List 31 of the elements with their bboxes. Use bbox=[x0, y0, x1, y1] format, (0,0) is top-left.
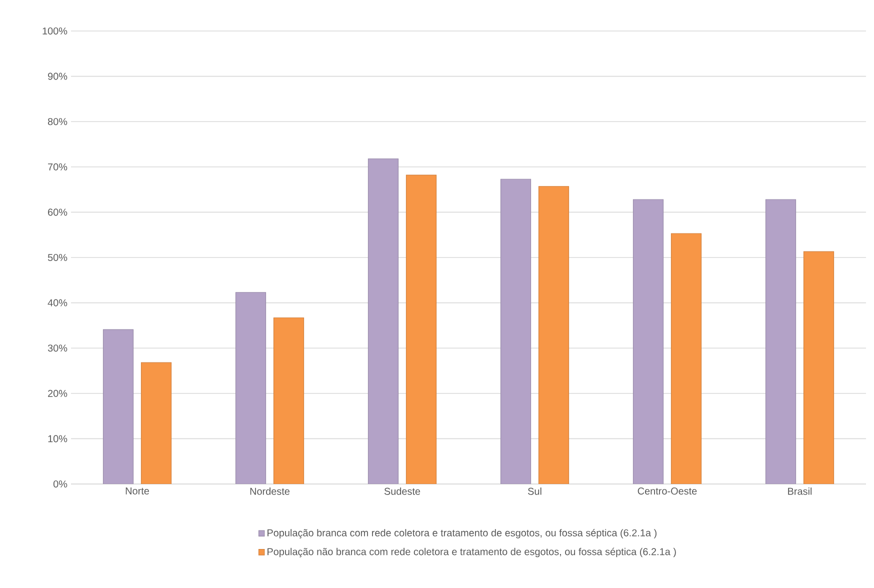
bar bbox=[273, 317, 304, 484]
y-tick-label: 30% bbox=[48, 344, 68, 352]
bar bbox=[235, 292, 266, 484]
y-tick-label: 0% bbox=[53, 480, 68, 488]
x-tick-label: Centro-Oeste bbox=[638, 488, 697, 495]
bar bbox=[406, 174, 437, 484]
y-tick-label: 10% bbox=[48, 435, 68, 442]
y-tick-label: 80% bbox=[48, 118, 68, 126]
y-tick-label: 70% bbox=[48, 163, 68, 170]
x-tick-label: Norte bbox=[126, 488, 149, 494]
legend-label: População branca com rede coletora e tratamento de esgotos, ou fossa séptica (6.2.1a ) bbox=[268, 528, 656, 538]
bar bbox=[670, 233, 702, 484]
legend-label: População não branca com rede coletora e tratamento de esgotos, ou fossa séptica (6.2.1a ) bbox=[268, 548, 676, 558]
bar bbox=[140, 362, 172, 484]
bar bbox=[368, 158, 399, 484]
bar bbox=[765, 199, 796, 484]
bar bbox=[500, 178, 532, 484]
y-tick-label: 100% bbox=[42, 27, 68, 35]
x-tick-label: Sudeste bbox=[384, 488, 420, 495]
bar bbox=[803, 251, 834, 484]
bar bbox=[102, 329, 134, 484]
y-tick-label: 40% bbox=[48, 299, 68, 306]
x-tick-label: Nordeste bbox=[250, 488, 290, 495]
y-tick-label: 60% bbox=[48, 208, 68, 216]
bar bbox=[538, 186, 570, 484]
x-tick-label: Sul bbox=[528, 488, 542, 495]
y-tick-label: 90% bbox=[48, 72, 68, 80]
y-tick-label: 50% bbox=[48, 254, 68, 262]
x-tick-label: Brasil bbox=[788, 488, 812, 495]
y-tick-label: 20% bbox=[48, 390, 68, 397]
bar bbox=[632, 199, 664, 484]
